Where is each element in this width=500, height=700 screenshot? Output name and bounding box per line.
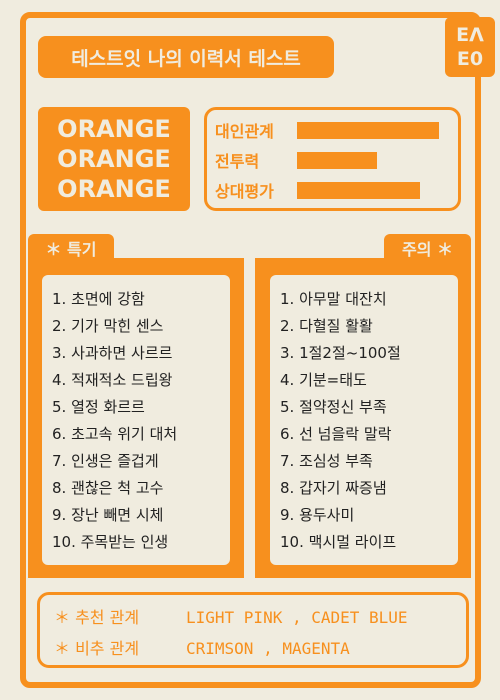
stat-row-relations: 대인관계 — [215, 118, 439, 142]
type-code-line2: E0 — [456, 48, 484, 70]
test-title: 테스트잇 나의 이력서 테스트 — [38, 36, 334, 78]
list-item: 3. 사과하면 사르르 — [52, 344, 173, 362]
stat-bar — [297, 121, 439, 139]
type-name-line: ORANGE — [57, 145, 171, 173]
stat-row-rating: 상대평가 — [215, 178, 420, 202]
list-item: 1. 아무말 대잔치 — [280, 290, 387, 308]
list-item: 2. 기가 막힌 센스 — [52, 317, 164, 335]
list-item: 9. 용두사미 — [280, 506, 355, 524]
type-code-badge: EΛ E0 — [445, 17, 495, 77]
strengths-list-card: 1. 초면에 강함 2. 기가 막힌 센스 3. 사과하면 사르르 4. 적재적… — [42, 275, 230, 565]
stat-bar — [297, 181, 420, 199]
recommend-relation-label: ＊ 추천 관계 — [54, 608, 140, 627]
strengths-tab: ＊ 특기 — [28, 234, 114, 262]
stat-label: 전투력 — [215, 152, 260, 171]
stats-panel: 대인관계 전투력 상대평가 — [204, 107, 461, 211]
relations-panel: ＊ 추천 관계 LIGHT PINK , CADET BLUE ＊ 비추 관계 CR… — [37, 592, 469, 668]
cautions-list-card: 1. 아무말 대잔치 2. 다혈질 활활 3. 1절2절~100절 4. 기분=… — [270, 275, 458, 565]
list-item: 8. 갑자기 짜증냄 — [280, 479, 387, 497]
avoid-relation-row: ＊ 비추 관계 CRIMSON , MAGENTA — [54, 635, 350, 659]
stat-label: 상대평가 — [215, 182, 274, 201]
list-item: 9. 장난 빼면 시체 — [52, 506, 164, 524]
list-item: 8. 괜찮은 척 고수 — [52, 479, 164, 497]
list-item: 1. 초면에 강함 — [52, 290, 145, 308]
list-item: 7. 인생은 즐겁게 — [52, 452, 159, 470]
stat-bar — [297, 151, 377, 169]
list-item: 6. 초고속 위기 대처 — [52, 425, 178, 443]
recommend-relation-value: LIGHT PINK , CADET BLUE — [186, 608, 408, 627]
list-item: 4. 적재적소 드립왕 — [52, 371, 173, 389]
avoid-relation-value: CRIMSON , MAGENTA — [186, 639, 350, 658]
list-item: 7. 조심성 부족 — [280, 452, 373, 470]
recommend-relation-row: ＊ 추천 관계 LIGHT PINK , CADET BLUE — [54, 604, 408, 628]
strengths-list: 1. 초면에 강함 2. 기가 막힌 센스 3. 사과하면 사르르 4. 적재적… — [42, 275, 230, 556]
avoid-relation-label: ＊ 비추 관계 — [54, 639, 140, 658]
stat-row-combat: 전투력 — [215, 148, 377, 172]
type-name-line: ORANGE — [57, 115, 171, 143]
outer-frame — [20, 12, 481, 688]
list-item: 4. 기분=태도 — [280, 371, 367, 389]
stat-label: 대인관계 — [215, 122, 274, 141]
list-item: 3. 1절2절~100절 — [280, 344, 401, 362]
list-item: 10. 주목받는 인생 — [52, 533, 169, 551]
list-item: 2. 다혈질 활활 — [280, 317, 373, 335]
list-item: 6. 선 넘을락 말락 — [280, 425, 392, 443]
cautions-tab: 주의 ＊ — [384, 234, 471, 262]
type-name-block: ORANGE ORANGE ORANGE — [38, 107, 190, 211]
type-code-line1: EΛ — [456, 24, 484, 46]
list-item: 10. 맥시멀 라이프 — [280, 533, 397, 551]
type-name-line: ORANGE — [57, 175, 171, 203]
list-item: 5. 절약정신 부족 — [280, 398, 387, 416]
list-item: 5. 열정 화르르 — [52, 398, 145, 416]
cautions-list: 1. 아무말 대잔치 2. 다혈질 활활 3. 1절2절~100절 4. 기분=… — [270, 275, 458, 556]
